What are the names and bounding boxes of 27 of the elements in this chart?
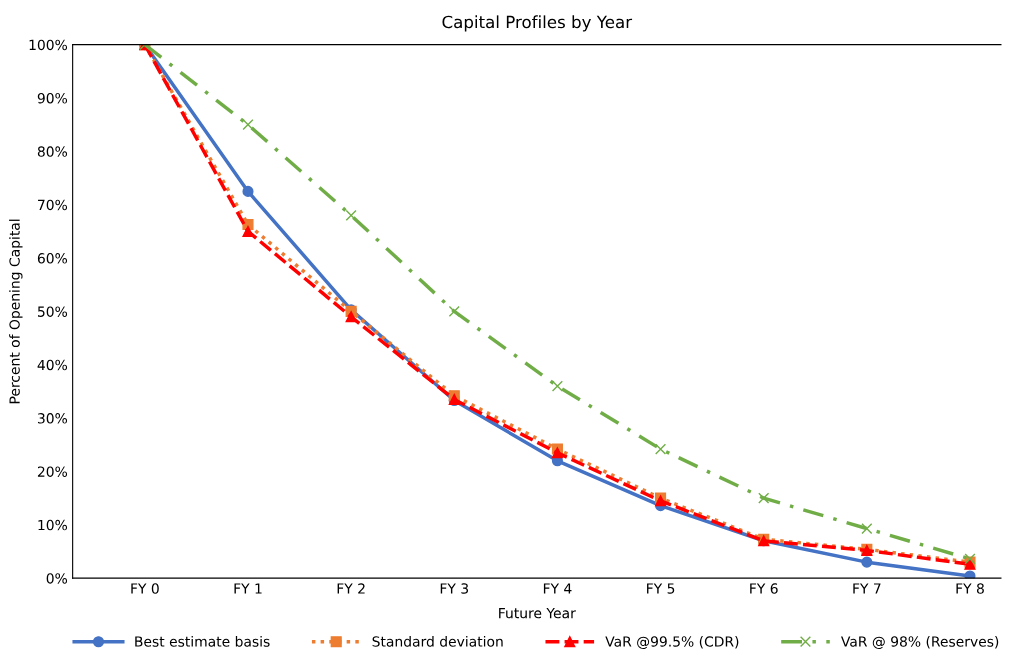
y-tick-label: 80%	[37, 146, 68, 157]
y-tick-label: 90%	[37, 92, 68, 104]
y-tick-label: 30%	[37, 413, 68, 424]
x-tick-label: FY 6	[750, 583, 778, 594]
y-tick-label: 100%	[29, 39, 68, 51]
y-tick-label: 10%	[38, 519, 68, 531]
y-tick-label: 50%	[37, 306, 68, 317]
legend-label: VaR @99.5% (CDR)	[605, 636, 739, 649]
x-tick-label: FY 2	[337, 583, 365, 594]
legend-label: Best estimate basis	[135, 636, 270, 647]
y-axis-title: Percent of Opening Capital	[9, 219, 23, 404]
chart-title: Capital Profiles by Year	[442, 15, 633, 32]
x-tick-label: FY 1	[234, 583, 262, 594]
y-tick-label: 70%	[38, 199, 68, 211]
y-tick-label: 0%	[46, 573, 68, 584]
x-tick-label: FY 8	[956, 583, 984, 594]
y-tick-label: 60%	[37, 253, 68, 264]
x-tick-label: FY 7	[853, 583, 881, 594]
x-tick-label: FY 3	[440, 583, 469, 594]
y-tick-label: 20%	[37, 466, 68, 477]
y-tick-label: 40%	[37, 359, 68, 371]
legend-label: Standard deviation	[372, 636, 503, 647]
x-tick-label: FY 5	[647, 583, 675, 594]
x-tick-label: FY 0	[131, 583, 159, 594]
x-tick-label: FY 4	[543, 583, 572, 594]
legend-label: VaR @ 98% (Reserves)	[841, 636, 999, 649]
x-axis-title: Future Year	[499, 608, 576, 619]
